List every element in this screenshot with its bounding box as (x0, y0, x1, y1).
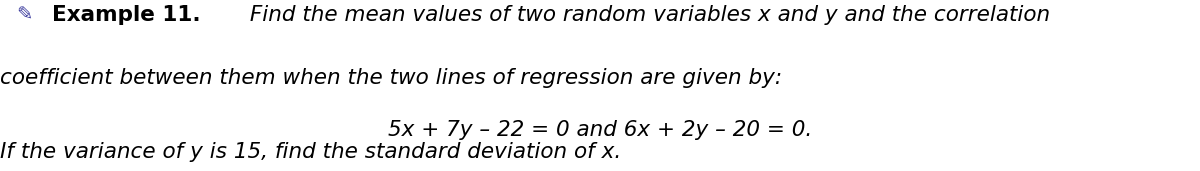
Text: If the variance of y is 15, find the standard deviation of x.: If the variance of y is 15, find the sta… (0, 142, 622, 162)
Text: Example 11.: Example 11. (52, 5, 200, 25)
Text: 5x + 7y – 22 = 0 and 6x + 2y – 20 = 0.: 5x + 7y – 22 = 0 and 6x + 2y – 20 = 0. (388, 120, 812, 140)
Text: Find the mean values of two random variables x and y and the correlation: Find the mean values of two random varia… (244, 5, 1050, 25)
Text: ✎: ✎ (16, 5, 32, 24)
Text: coefficient between them when the two lines of regression are given by:: coefficient between them when the two li… (0, 68, 782, 88)
